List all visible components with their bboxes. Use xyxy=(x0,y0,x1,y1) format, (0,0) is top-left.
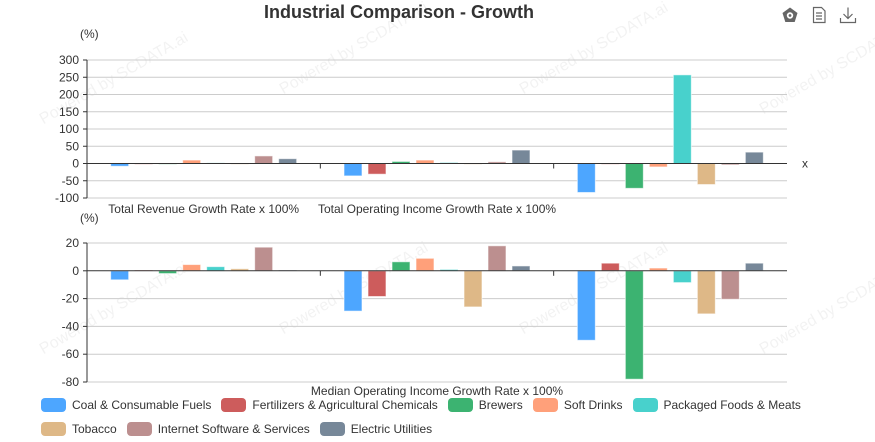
y-tick-label: 150 xyxy=(59,105,79,119)
legend-item[interactable]: Electric Utilities xyxy=(319,422,433,436)
y-tick-label: 0 xyxy=(72,264,79,278)
bar-1-2[interactable] xyxy=(343,270,363,312)
bar-7-1[interactable] xyxy=(254,155,274,165)
bar-3-3[interactable] xyxy=(624,270,644,380)
x-axis-name: x xyxy=(802,157,808,171)
y-axis-unit: (%) xyxy=(80,211,99,225)
legend-item[interactable]: Packaged Foods & Meats xyxy=(632,398,801,412)
bar-3-3[interactable] xyxy=(624,163,644,189)
legend-item[interactable]: Fertilizers & Agricultural Chemicals xyxy=(221,398,438,412)
bar-4-1[interactable] xyxy=(182,159,202,165)
legend-swatch xyxy=(319,422,345,436)
y-tick-label: -80 xyxy=(62,375,80,389)
legend-swatch xyxy=(126,422,152,436)
bar-1-3[interactable] xyxy=(576,163,596,193)
bar-8-3[interactable] xyxy=(744,262,764,272)
bar-5-1[interactable] xyxy=(206,266,226,272)
legend-label: Internet Software & Services xyxy=(157,422,310,436)
bar-4-2[interactable] xyxy=(415,257,435,272)
bar-8-2[interactable] xyxy=(511,265,531,272)
legend-item[interactable]: Tobacco xyxy=(41,422,117,436)
y-axis-unit: (%) xyxy=(80,27,99,41)
bar-1-1[interactable] xyxy=(110,270,130,281)
y-tick-label: 200 xyxy=(59,88,79,102)
chart-1: (%)300 250 200 150 100 50 0 -50 -100 x Total Reven… xyxy=(55,27,808,216)
legend-item[interactable]: Brewers xyxy=(447,398,523,412)
y-tick-label: 250 xyxy=(59,70,79,84)
download-icon[interactable] xyxy=(839,6,857,24)
bar-4-1[interactable] xyxy=(182,264,202,272)
legend-label: Fertilizers & Agricultural Chemicals xyxy=(252,398,438,412)
legend-label: Electric Utilities xyxy=(350,422,433,436)
bar-1-2[interactable] xyxy=(343,163,363,177)
y-tick-label: 0 xyxy=(72,157,79,171)
legend-label: Brewers xyxy=(478,398,523,412)
legend-item[interactable]: Soft Drinks xyxy=(532,398,623,412)
x-category-label: Total Revenue Growth Rate x 100% xyxy=(108,202,299,216)
bar-8-3[interactable] xyxy=(744,151,764,165)
legend-label: Coal & Consumable Fuels xyxy=(72,398,212,412)
bar-2-2[interactable] xyxy=(367,163,387,175)
bar-4-3[interactable] xyxy=(648,163,668,168)
data-view-icon[interactable] xyxy=(810,6,828,24)
bar-8-2[interactable] xyxy=(511,149,531,164)
chart-title: Industrial Comparison - Growth xyxy=(263,2,534,22)
bar-7-2[interactable] xyxy=(487,245,507,272)
y-tick-label: -20 xyxy=(62,292,80,306)
bar-7-1[interactable] xyxy=(254,246,274,272)
bar-1-3[interactable] xyxy=(576,270,596,341)
bar-4-2[interactable] xyxy=(415,159,435,165)
bar-2-3[interactable] xyxy=(600,262,620,272)
legend: Coal & Consumable Fuels Fertilizers & Agr… xyxy=(41,398,811,412)
bar-2-2[interactable] xyxy=(367,270,387,298)
legend-item[interactable]: Coal & Consumable Fuels xyxy=(41,398,211,412)
legend-swatch xyxy=(221,398,247,412)
x-category-label: Median Operating Income Growth Rate x 10… xyxy=(311,384,563,398)
y-tick-label: 20 xyxy=(66,236,80,250)
y-tick-label: -40 xyxy=(62,319,80,333)
legend-swatch xyxy=(632,398,658,412)
legend-label: Soft Drinks xyxy=(563,398,623,412)
bar-8-1[interactable] xyxy=(278,158,298,164)
x-category-label: Total Operating Income Growth Rate x 100… xyxy=(318,202,556,216)
bar-5-3[interactable] xyxy=(672,270,692,284)
legend-label: Tobacco xyxy=(72,422,117,436)
bar-6-2[interactable] xyxy=(463,270,483,308)
y-tick-label: -60 xyxy=(62,347,80,361)
legend-item[interactable]: Internet Software & Services xyxy=(126,422,310,436)
y-tick-label: 50 xyxy=(66,139,80,153)
y-tick-label: 300 xyxy=(59,53,79,67)
legend: Tobacco Internet Software & Services Elect… xyxy=(41,422,442,436)
bar-6-3[interactable] xyxy=(696,270,716,315)
legend-swatch xyxy=(41,422,66,436)
legend-swatch xyxy=(447,398,473,412)
bar-3-2[interactable] xyxy=(391,261,411,272)
bar-7-3[interactable] xyxy=(720,270,740,300)
y-tick-label: -100 xyxy=(55,191,79,205)
bar-6-3[interactable] xyxy=(696,163,716,186)
legend-label: Packaged Foods & Meats xyxy=(663,398,801,412)
chart-2: (%)20 0 -20 -40 -60 -80 Median Operating Incom… xyxy=(62,211,787,398)
toolbox xyxy=(781,6,857,24)
y-tick-label: -50 xyxy=(62,174,80,188)
restore-icon[interactable] xyxy=(781,6,799,24)
legend-swatch xyxy=(532,398,558,412)
bar-5-3[interactable] xyxy=(672,74,692,164)
legend-swatch xyxy=(41,398,66,412)
y-tick-label: 100 xyxy=(59,122,79,136)
